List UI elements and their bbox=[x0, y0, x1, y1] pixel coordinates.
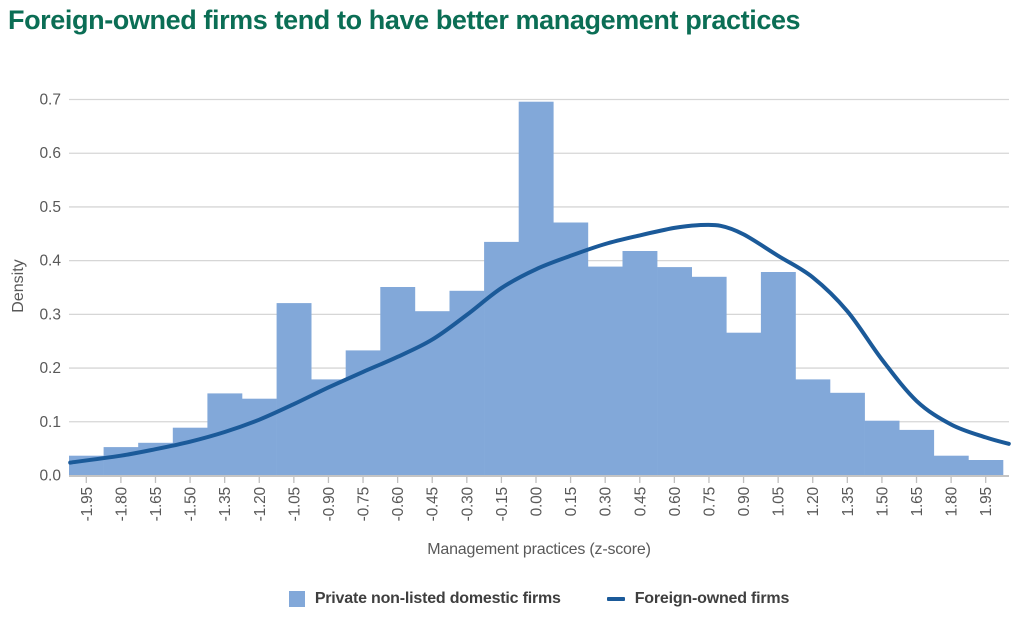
chart-title: Foreign-owned firms tend to have better … bbox=[8, 5, 801, 35]
x-tick-label: 1.65 bbox=[909, 487, 926, 516]
x-tick-label: -1.05 bbox=[286, 487, 303, 521]
x-tick-label: 0.60 bbox=[667, 486, 684, 516]
x-tick-label: 1.05 bbox=[771, 487, 788, 516]
histogram-bar bbox=[691, 276, 727, 475]
histogram-bar bbox=[484, 241, 519, 475]
x-tick-label: -1.20 bbox=[252, 486, 269, 521]
histogram-bar bbox=[242, 398, 277, 475]
x-tick-label: 1.95 bbox=[978, 487, 995, 516]
x-tick-label: -1.80 bbox=[113, 486, 130, 521]
legend-item-line: Foreign-owned firms bbox=[606, 590, 790, 608]
x-tick-label: -0.60 bbox=[390, 486, 407, 521]
x-tick-label: -0.90 bbox=[321, 486, 338, 521]
x-tick-label: 0.00 bbox=[529, 486, 546, 516]
histogram-bar bbox=[276, 303, 312, 475]
x-tick-label: -1.65 bbox=[148, 487, 165, 521]
histogram-bar bbox=[657, 267, 692, 475]
x-tick-label: 0.30 bbox=[598, 486, 615, 516]
histogram-bar bbox=[518, 101, 554, 475]
histogram-bar bbox=[103, 447, 139, 475]
x-tick-label: 0.15 bbox=[563, 487, 580, 516]
x-tick-label: -0.45 bbox=[425, 487, 442, 521]
x-tick-label: 1.35 bbox=[840, 487, 857, 516]
histogram-bar bbox=[345, 350, 381, 475]
y-tick-label: 0.4 bbox=[39, 253, 61, 270]
histogram-bar bbox=[726, 332, 762, 475]
x-tick-label: 0.75 bbox=[702, 487, 719, 516]
x-tick-label: 0.45 bbox=[632, 487, 649, 516]
y-tick-label: 0.6 bbox=[39, 145, 61, 162]
histogram-bar bbox=[899, 429, 935, 475]
y-tick-label: 0.5 bbox=[39, 199, 61, 216]
histogram-bar bbox=[587, 266, 623, 475]
x-tick-label: 1.80 bbox=[944, 486, 961, 516]
histogram-bar bbox=[380, 287, 416, 475]
x-tick-label: 1.20 bbox=[805, 486, 822, 516]
y-tick-label: 0.0 bbox=[39, 468, 61, 485]
y-tick-label: 0.3 bbox=[39, 306, 61, 323]
histogram-bar bbox=[968, 460, 1004, 475]
bar-swatch-icon bbox=[288, 591, 305, 607]
y-tick-label: 0.7 bbox=[39, 92, 61, 109]
histogram-bar bbox=[449, 290, 485, 475]
legend-item-bars: Private non-listed domestic firms bbox=[288, 590, 561, 608]
y-axis-title: Density bbox=[10, 259, 27, 313]
histogram-bar bbox=[553, 222, 589, 475]
density-curve bbox=[68, 222, 1011, 465]
x-tick-label: -0.75 bbox=[356, 487, 373, 521]
histogram-bar bbox=[864, 420, 900, 475]
histogram-bar bbox=[414, 311, 450, 475]
histogram-bar bbox=[760, 272, 796, 475]
histogram-bar bbox=[933, 455, 969, 475]
x-tick-label: -1.35 bbox=[217, 487, 234, 521]
x-tick-label: 0.90 bbox=[736, 486, 753, 516]
line-swatch-icon bbox=[606, 597, 625, 601]
x-tick-label: 1.50 bbox=[874, 486, 891, 516]
histogram-bar bbox=[830, 392, 865, 475]
histogram-bar bbox=[795, 379, 831, 475]
x-tick-label: -1.50 bbox=[183, 486, 200, 521]
x-axis-title: Management practices (z-score) bbox=[427, 541, 651, 558]
x-tick-label: -0.15 bbox=[494, 487, 511, 521]
histogram-bar bbox=[311, 379, 346, 475]
x-tick-label: -1.95 bbox=[79, 487, 96, 521]
y-tick-label: 0.2 bbox=[39, 360, 61, 377]
legend: Private non-listed domestic firms Foreig… bbox=[69, 584, 1009, 614]
legend-label-line: Foreign-owned firms bbox=[634, 590, 790, 607]
histogram-bar bbox=[172, 427, 208, 475]
y-tick-label: 0.1 bbox=[39, 414, 61, 431]
legend-label-bars: Private non-listed domestic firms bbox=[314, 590, 561, 607]
x-tick-label: -0.30 bbox=[459, 486, 476, 521]
histogram-bar bbox=[622, 251, 658, 475]
